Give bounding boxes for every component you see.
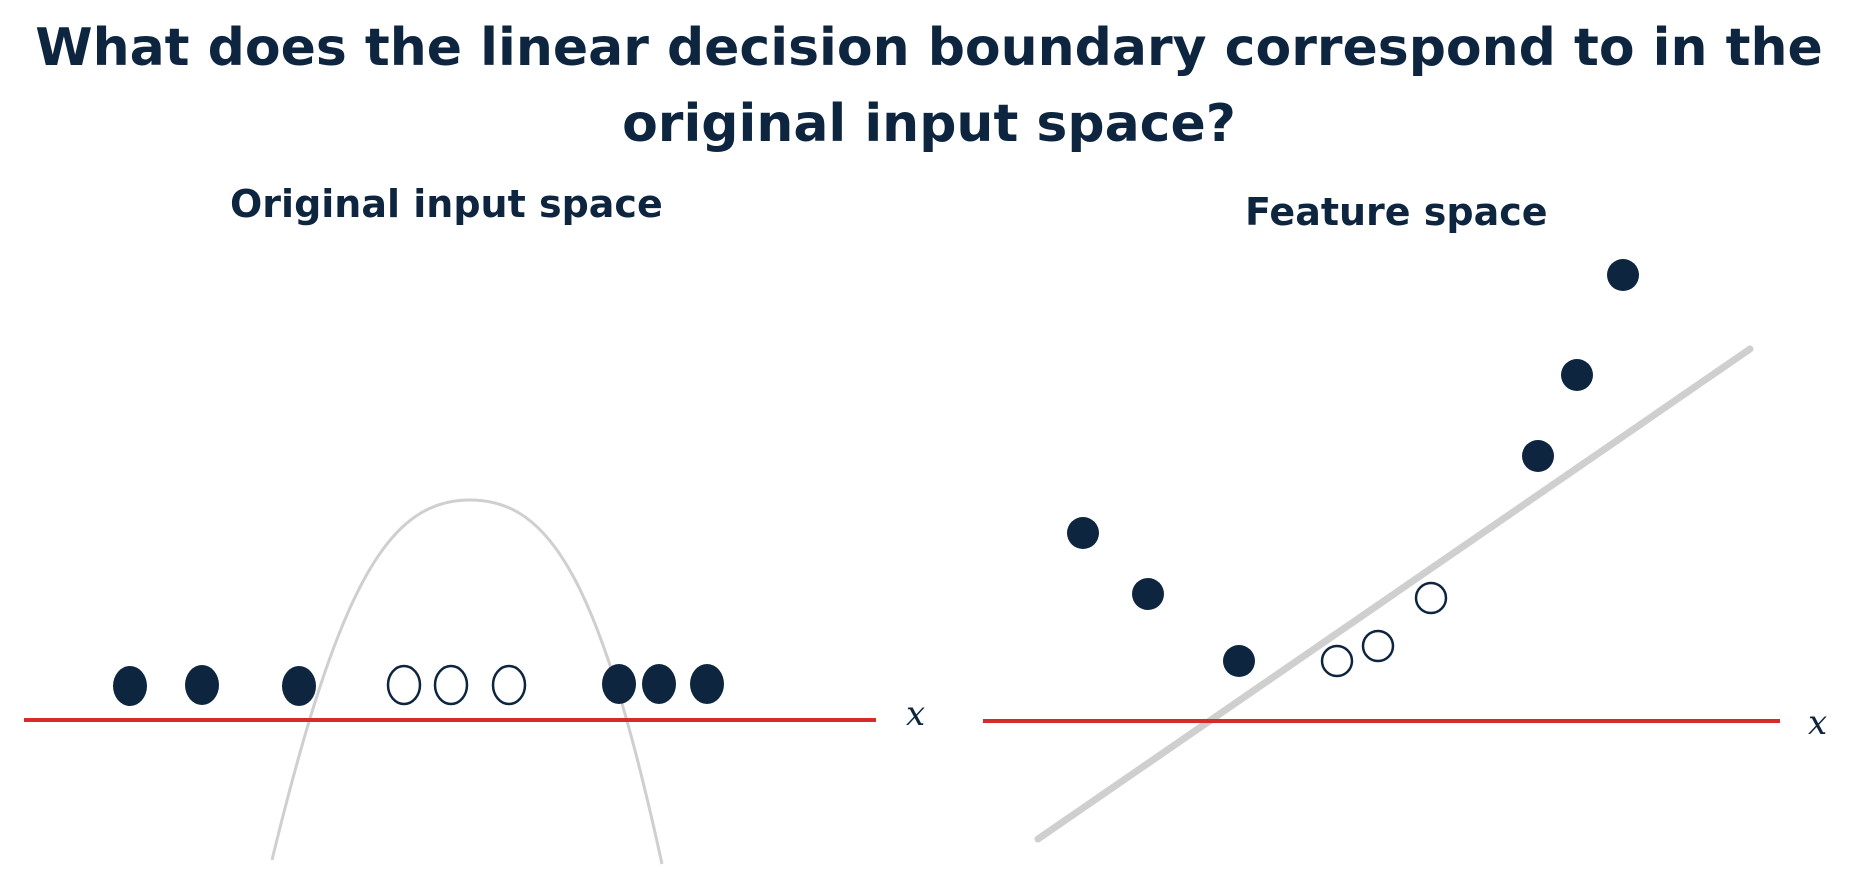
right-point-3 <box>1223 645 1255 677</box>
left-point-7 <box>602 664 636 704</box>
right-point-6 <box>1414 581 1448 615</box>
right-point-5 <box>1361 629 1395 663</box>
left-point-5 <box>433 664 469 706</box>
left-panel-title: Original input space <box>230 182 663 226</box>
left-point-1 <box>113 666 147 706</box>
left-point-9 <box>690 664 724 704</box>
right-decision-boundary-line <box>1034 345 1754 843</box>
right-point-2 <box>1132 578 1164 610</box>
left-point-3 <box>282 666 316 706</box>
left-x-axis-label: x <box>906 694 925 734</box>
left-point-6 <box>491 664 527 706</box>
right-point-4 <box>1320 644 1354 678</box>
left-point-2 <box>185 665 219 705</box>
right-panel-title: Feature space <box>1245 190 1548 234</box>
right-point-8 <box>1561 359 1593 391</box>
right-point-7 <box>1522 440 1554 472</box>
right-x-axis-label: x <box>1808 703 1827 743</box>
left-point-8 <box>642 664 676 704</box>
left-points <box>113 664 724 706</box>
page-title: What does the linear decision boundary c… <box>35 18 1823 154</box>
right-points <box>1067 259 1639 678</box>
right-point-9 <box>1607 259 1639 291</box>
right-point-1 <box>1067 517 1099 549</box>
left-decision-boundary-curve <box>270 498 664 865</box>
left-point-4 <box>386 664 422 706</box>
